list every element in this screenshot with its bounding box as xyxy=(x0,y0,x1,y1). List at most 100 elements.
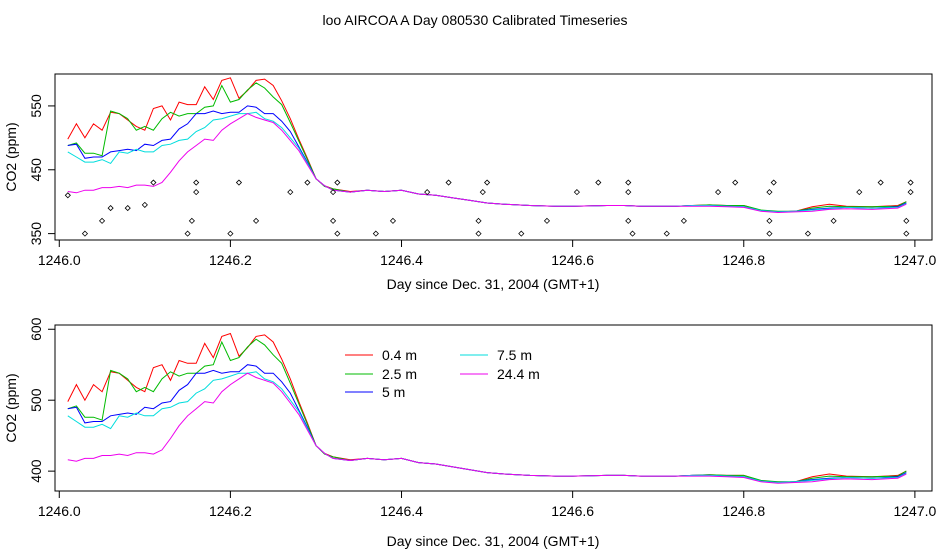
flag-point-marker xyxy=(663,230,670,237)
top-series-line xyxy=(67,105,907,213)
bottom-x-tick-label: 1246.4 xyxy=(380,503,423,519)
flag-point-marker xyxy=(81,230,89,237)
top-x-axis: 1246.0 1246.2 1246.4 1246.6 1246.8 1247.0 xyxy=(38,240,937,268)
flag-point-marker xyxy=(830,217,837,224)
flag-point-marker xyxy=(715,189,722,196)
bottom-legend: 0.4 m 2.5 m 5 m 7.5 m 24.4 m xyxy=(345,347,540,400)
flag-point-marker xyxy=(193,189,200,196)
top-x-tick-label: 1247.0 xyxy=(893,252,936,268)
top-x-tick-label: 1246.2 xyxy=(209,252,252,268)
flag-point-marker xyxy=(304,179,311,186)
flag-point-marker xyxy=(227,230,234,237)
bottom-series-line xyxy=(67,364,907,484)
bottom-x-tick-label: 1246.2 xyxy=(209,503,252,519)
legend-label: 0.4 m xyxy=(382,347,417,363)
top-y-tick-label: 550 xyxy=(28,94,44,118)
flag-point-marker xyxy=(804,230,812,237)
flag-point-marker xyxy=(543,217,551,224)
bottom-y-tick-label: 600 xyxy=(28,317,44,341)
top-series-line xyxy=(67,82,907,212)
flag-point-marker xyxy=(680,217,687,224)
top-x-tick-label: 1246.0 xyxy=(38,252,81,268)
flag-point-marker xyxy=(766,230,773,237)
flag-point-marker xyxy=(625,179,632,186)
flag-point-marker xyxy=(877,179,884,186)
flag-point-marker xyxy=(629,230,636,237)
flag-point-marker xyxy=(150,179,157,186)
flag-point-marker xyxy=(287,189,294,196)
flag-point-marker xyxy=(124,205,131,212)
flag-point-marker xyxy=(334,230,341,237)
bottom-panel: 1246.0 1246.2 1246.4 1246.6 1246.8 1247.0 400… xyxy=(3,317,937,549)
flag-point-marker xyxy=(484,179,491,186)
top-x-tick-label: 1246.6 xyxy=(551,252,594,268)
flag-point-marker xyxy=(732,179,739,186)
bottom-series-group xyxy=(67,332,907,484)
flag-point-marker xyxy=(907,189,914,196)
bottom-y-tick-label: 500 xyxy=(28,388,44,412)
bottom-series-line xyxy=(67,338,907,483)
top-y-axis: 350 450 550 xyxy=(28,94,55,245)
bottom-x-axis-label: Day since Dec. 31, 2004 (GMT+1) xyxy=(387,533,600,549)
bottom-x-tick-label: 1246.8 xyxy=(722,503,765,519)
top-panel: 1246.0 1246.2 1246.4 1246.6 1246.8 1247.0 350… xyxy=(3,73,937,292)
flag-point-marker xyxy=(445,179,452,186)
flag-point-marker xyxy=(188,217,195,224)
flag-point-marker xyxy=(253,217,260,224)
flag-point-marker xyxy=(770,179,777,186)
bottom-x-tick-label: 1246.6 xyxy=(551,503,594,519)
chart-title: loo AIRCOA A Day 080530 Calibrated Times… xyxy=(322,12,627,28)
top-series-line xyxy=(67,113,907,214)
flag-point-marker xyxy=(573,189,580,196)
bottom-x-tick-label: 1247.0 xyxy=(893,503,936,519)
bottom-y-tick-label: 400 xyxy=(28,459,44,483)
flag-point-marker xyxy=(903,230,910,237)
top-series-line xyxy=(67,111,907,213)
legend-label: 24.4 m xyxy=(497,366,540,382)
top-x-axis-label: Day since Dec. 31, 2004 (GMT+1) xyxy=(387,276,600,292)
bottom-y-axis-label: CO2 (ppm) xyxy=(3,373,19,442)
flag-point-marker xyxy=(903,217,910,224)
top-x-tick-label: 1246.4 xyxy=(380,252,423,268)
bottom-plot-frame xyxy=(54,324,933,492)
top-y-tick-label: 350 xyxy=(28,222,44,246)
flag-point-marker xyxy=(98,217,106,224)
flag-point-marker xyxy=(625,217,632,224)
flag-point-marker xyxy=(330,217,337,224)
flag-point-marker xyxy=(372,230,379,237)
flag-point-marker xyxy=(64,192,71,199)
top-x-tick-label: 1246.8 xyxy=(722,252,765,268)
bottom-x-tick-label: 1246.0 xyxy=(38,503,81,519)
bottom-series-line xyxy=(67,332,907,484)
flag-point-marker xyxy=(479,189,486,196)
flag-point-marker xyxy=(235,179,243,186)
flag-point-marker xyxy=(856,189,863,196)
top-plot-frame xyxy=(54,73,933,241)
bottom-series-line xyxy=(67,371,907,484)
flag-point-marker xyxy=(141,201,148,208)
flag-point-marker xyxy=(595,179,602,186)
bottom-x-axis: 1246.0 1246.2 1246.4 1246.6 1246.8 1247.0 xyxy=(38,491,937,519)
flag-point-marker xyxy=(389,217,397,224)
top-y-tick-label: 450 xyxy=(28,158,44,182)
flag-point-marker xyxy=(766,189,773,196)
flag-point-marker xyxy=(424,189,431,196)
flag-point-marker xyxy=(518,230,525,237)
legend-label: 5 m xyxy=(382,384,405,400)
top-y-axis-label: CO2 (ppm) xyxy=(3,122,19,191)
flag-point-marker xyxy=(330,189,337,196)
flag-point-marker xyxy=(475,230,482,237)
flag-point-marker xyxy=(766,217,773,224)
bottom-series-line xyxy=(67,372,907,484)
flag-point-marker xyxy=(184,230,191,237)
legend-label: 7.5 m xyxy=(497,347,532,363)
flag-point-marker xyxy=(625,189,632,196)
flag-point-marker xyxy=(475,217,482,224)
legend-label: 2.5 m xyxy=(382,366,417,382)
bottom-y-axis: 400 500 600 xyxy=(28,317,55,483)
flag-point-marker xyxy=(193,179,200,186)
flag-point-marker xyxy=(334,179,341,186)
flag-point-marker xyxy=(907,179,914,186)
top-flag-points xyxy=(64,179,914,237)
